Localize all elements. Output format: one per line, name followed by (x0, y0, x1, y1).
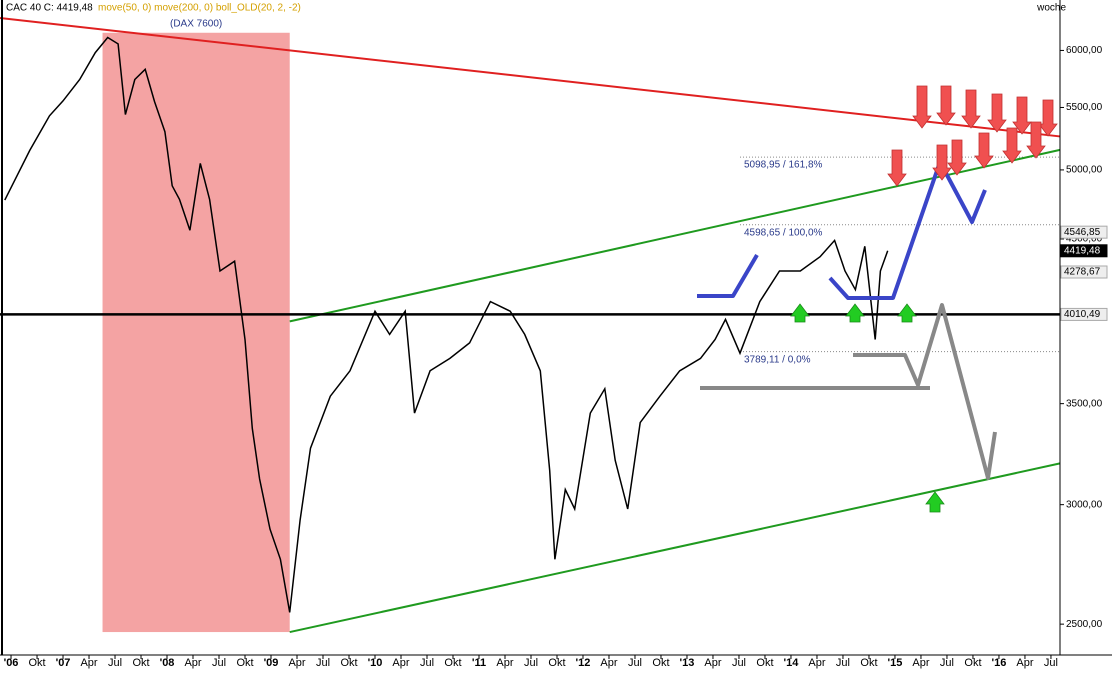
chart-title: CAC 40 C: 4419,48 (6, 3, 93, 14)
y-tick-label: 5500,00 (1066, 102, 1103, 113)
x-tick-label: Apr (80, 657, 97, 669)
x-tick-label: Apr (808, 657, 825, 669)
price-marker-label: 4278,67 (1064, 267, 1101, 278)
sell-arrow (887, 149, 907, 187)
sell-arrow (912, 85, 932, 129)
x-tick-label: '06 (4, 657, 19, 669)
price-marker-label: 4419,48 (1064, 245, 1101, 256)
fib-label: 4598,65 / 100,0% (744, 227, 823, 238)
y-tick-label: 6000,00 (1066, 45, 1103, 56)
y-tick-label: 3000,00 (1066, 499, 1103, 510)
buy-arrow (925, 491, 945, 513)
x-tick-label: Jul (732, 657, 746, 669)
x-tick-label: Jul (524, 657, 538, 669)
plot-layers: (DAX 7600) 5098,95 / 161,8% 4598,65 / 100,… (0, 17, 1061, 634)
sell-arrow (932, 144, 952, 181)
period: woche (1036, 3, 1066, 14)
x-tick-label: Jul (940, 657, 954, 669)
buy-arrow (845, 303, 865, 323)
y-tick-label: 2500,00 (1066, 619, 1103, 630)
x-tick-label: Jul (836, 657, 850, 669)
x-tick-label: Jul (1044, 657, 1058, 669)
x-tick-label: Apr (184, 657, 201, 669)
price-line (4, 36, 889, 613)
x-tick-label: Jul (316, 657, 330, 669)
y-tick-label: 3500,00 (1066, 398, 1103, 409)
x-tick-label: Okt (860, 657, 877, 669)
sell-arrow (1012, 96, 1032, 135)
x-tick-label: Okt (964, 657, 981, 669)
sell-arrow (1026, 121, 1046, 159)
x-tick-label: '14 (784, 657, 800, 669)
price-marker-box (1060, 265, 1108, 279)
x-tick-label: Apr (1016, 657, 1033, 669)
buy-arrow (897, 303, 917, 323)
x-tick-label: Okt (236, 657, 253, 669)
x-tick-label: '07 (56, 657, 71, 669)
x-tick-label: '09 (264, 657, 279, 669)
x-tick-label: Okt (132, 657, 149, 669)
x-tick-label: Okt (340, 657, 357, 669)
sell-arrow (1002, 127, 1022, 164)
x-tick-label: Okt (444, 657, 461, 669)
sell-arrow (987, 93, 1007, 133)
sell-arrow (961, 89, 981, 129)
trendline (289, 462, 1061, 634)
x-tick-label: Apr (392, 657, 409, 669)
shaded-region (102, 32, 290, 633)
sell-arrow (1038, 99, 1058, 137)
buy-arrow (790, 303, 810, 323)
y-tick-label: 4500,00 (1066, 234, 1103, 245)
x-tick-label: Okt (548, 657, 565, 669)
price-marker-label: 4546,85 (1064, 227, 1101, 238)
sell-arrow (936, 85, 956, 126)
x-tick-label: '16 (992, 657, 1007, 669)
x-tick-label: '12 (576, 657, 591, 669)
sell-arrow (947, 139, 967, 176)
scenario-blue (828, 160, 987, 300)
x-tick-label: Okt (28, 657, 45, 669)
x-tick-label: Apr (704, 657, 721, 669)
x-tick-label: Jul (212, 657, 226, 669)
x-tick-label: Apr (496, 657, 513, 669)
price-marker-box (1060, 307, 1108, 321)
x-tick-label: '11 (472, 657, 486, 669)
x-tick-label: Okt (756, 657, 773, 669)
x-tick-label: Jul (628, 657, 642, 669)
shaded-label: (DAX 7600) (170, 18, 222, 29)
sell-arrow (974, 132, 994, 169)
scenario-blue (697, 253, 759, 298)
trendline (0, 17, 1061, 138)
x-tick-label: '13 (680, 657, 695, 669)
x-tick-label: Apr (600, 657, 617, 669)
price-marker-label: 4010,49 (1064, 309, 1101, 320)
x-tick-label: Apr (912, 657, 929, 669)
price-marker-box (1060, 225, 1108, 239)
x-tick-label: Jul (108, 657, 122, 669)
x-tick-label: '15 (888, 657, 903, 669)
x-tick-label: '10 (368, 657, 383, 669)
x-tick-label: Apr (288, 657, 305, 669)
fib-label: 5098,95 / 161,8% (744, 160, 823, 171)
indicators: move(50, 0) move(200, 0) boll_OLD(20, 2,… (98, 3, 301, 14)
x-tick-label: Okt (652, 657, 669, 669)
fib-label: 3789,11 / 0,0% (744, 354, 811, 365)
price-marker-box (1060, 244, 1108, 258)
scenario-gray (853, 303, 997, 480)
y-tick-label: 5000,00 (1066, 165, 1103, 176)
trendline (289, 148, 1061, 323)
x-tick-label: Jul (420, 657, 434, 669)
x-tick-label: '08 (160, 657, 175, 669)
